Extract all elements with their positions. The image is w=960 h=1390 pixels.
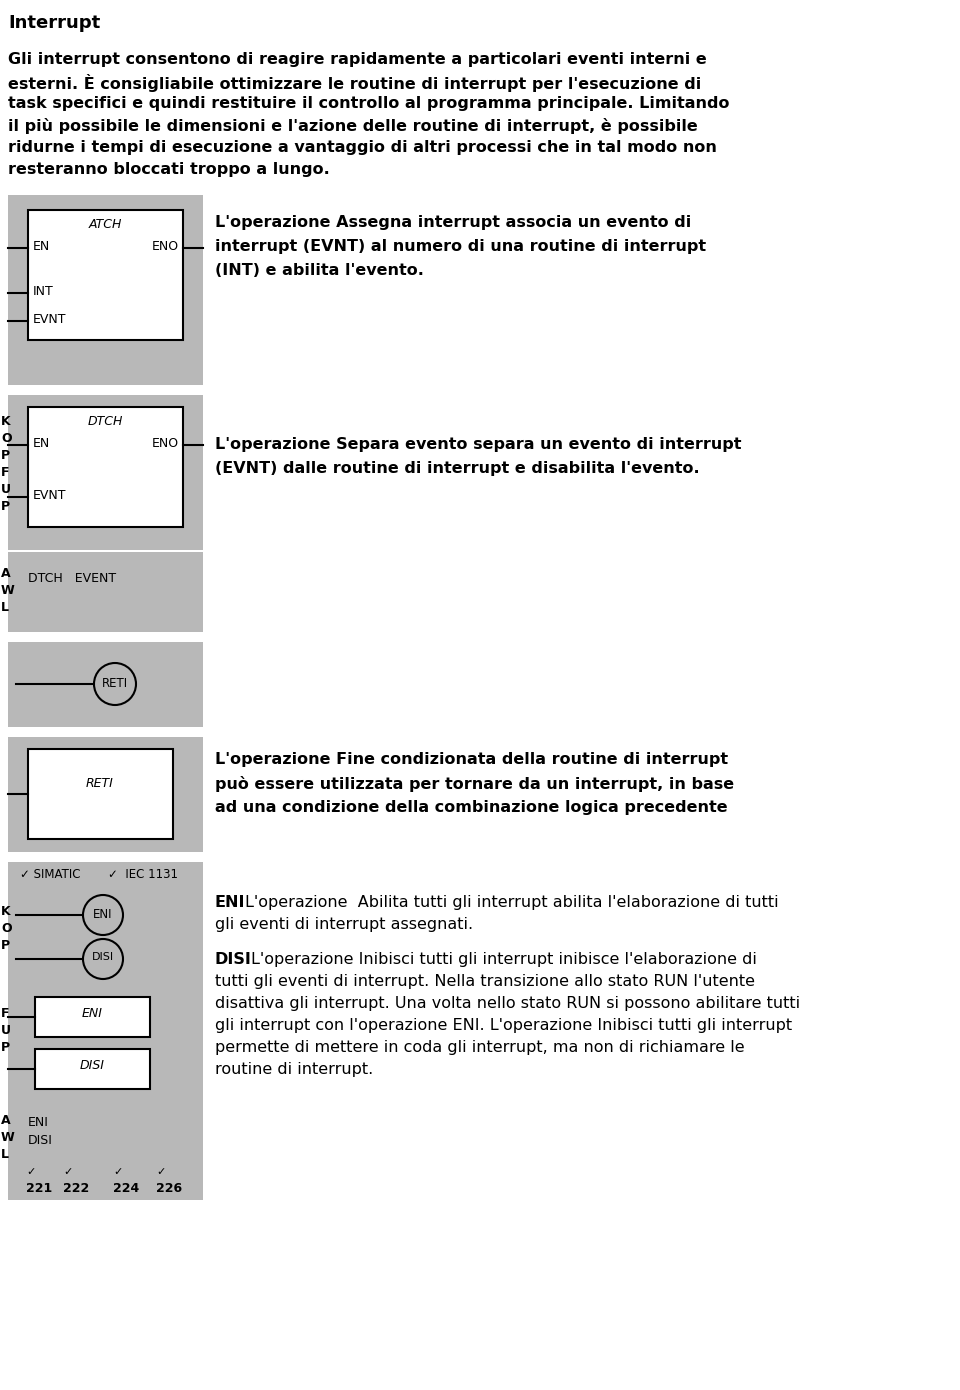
Text: gli interrupt con l'operazione ENI. L'operazione Inibisci tutti gli interrupt: gli interrupt con l'operazione ENI. L'op… [215, 1017, 792, 1033]
Bar [28, 210, 183, 341]
Bar [8, 1162, 203, 1200]
Text: routine di interrupt.: routine di interrupt. [215, 1062, 373, 1077]
Bar [8, 887, 203, 987]
Text: P: P [1, 1041, 11, 1054]
Text: resteranno bloccati troppo a lungo.: resteranno bloccati troppo a lungo. [8, 163, 329, 177]
Bar [8, 195, 203, 385]
Text: (EVNT) dalle routine di interrupt e disabilita l'evento.: (EVNT) dalle routine di interrupt e disa… [215, 461, 700, 475]
Text: ENI: ENI [93, 908, 112, 922]
Text: ✓: ✓ [26, 1168, 36, 1177]
Text: ENI: ENI [82, 1006, 103, 1020]
Text: esterni. È consigliabile ottimizzare le routine di interrupt per l'esecuzione di: esterni. È consigliabile ottimizzare le … [8, 74, 701, 92]
Bar [35, 1049, 150, 1088]
Text: F: F [1, 1006, 10, 1020]
Text: Interrupt: Interrupt [8, 14, 100, 32]
Text: W: W [1, 584, 14, 596]
Text: 224: 224 [113, 1182, 139, 1195]
Bar [28, 749, 173, 840]
Text: il più possibile le dimensioni e l'azione delle routine di interrupt, è possibil: il più possibile le dimensioni e l'azion… [8, 118, 698, 133]
Text: interrupt (EVNT) al numero di una routine di interrupt: interrupt (EVNT) al numero di una routin… [215, 239, 707, 254]
Text: ✓: ✓ [156, 1168, 165, 1177]
Text: ✓: ✓ [113, 1168, 122, 1177]
Text: DTCH: DTCH [87, 416, 123, 428]
Bar [8, 987, 203, 1102]
Text: K: K [1, 905, 11, 917]
Text: EN: EN [33, 436, 50, 450]
Text: L'operazione  Abilita tutti gli interrupt abilita l'elaborazione di tutti: L'operazione Abilita tutti gli interrupt… [245, 895, 779, 910]
Text: 221: 221 [26, 1182, 52, 1195]
Text: U: U [1, 1024, 11, 1037]
Text: ✓: ✓ [63, 1168, 72, 1177]
Text: P: P [1, 940, 11, 952]
Text: A: A [1, 567, 11, 580]
Text: L'operazione Inibisci tutti gli interrupt inibisce l'elaborazione di: L'operazione Inibisci tutti gli interrup… [251, 952, 756, 967]
Text: ENO: ENO [152, 436, 179, 450]
Bar [35, 997, 150, 1037]
Bar [8, 552, 203, 632]
Text: disattiva gli interrupt. Una volta nello stato RUN si possono abilitare tutti: disattiva gli interrupt. Una volta nello… [215, 997, 800, 1011]
Text: L'operazione Separa evento separa un evento di interrupt: L'operazione Separa evento separa un eve… [215, 436, 741, 452]
Text: L: L [1, 1148, 9, 1161]
Text: K: K [1, 416, 11, 428]
Text: ENI: ENI [215, 895, 246, 910]
Text: Gli interrupt consentono di reagire rapidamente a particolari eventi interni e: Gli interrupt consentono di reagire rapi… [8, 51, 707, 67]
Text: RETI: RETI [86, 777, 114, 790]
Text: DISI: DISI [28, 1134, 53, 1147]
Text: tutti gli eventi di interrupt. Nella transizione allo stato RUN l'utente: tutti gli eventi di interrupt. Nella tra… [215, 974, 755, 990]
Text: ad una condizione della combinazione logica precedente: ad una condizione della combinazione log… [215, 801, 728, 815]
Text: DTCH   EVENT: DTCH EVENT [28, 573, 116, 585]
Text: P: P [1, 500, 11, 513]
Bar [8, 395, 203, 550]
Text: può essere utilizzata per tornare da un interrupt, in base: può essere utilizzata per tornare da un … [215, 776, 734, 792]
Text: ✓  IEC 1131: ✓ IEC 1131 [108, 867, 178, 881]
Text: INT: INT [33, 285, 54, 297]
Text: A: A [1, 1113, 11, 1127]
Text: task specifici e quindi restituire il controllo al programma principale. Limitan: task specifici e quindi restituire il co… [8, 96, 730, 111]
Text: EN: EN [33, 240, 50, 253]
Bar [8, 862, 203, 887]
Text: DISI: DISI [92, 952, 114, 962]
Text: DISI: DISI [215, 952, 252, 967]
Text: EVNT: EVNT [33, 489, 66, 502]
Bar [8, 737, 203, 852]
Text: ridurne i tempi di esecuzione a vantaggio di altri processi che in tal modo non: ridurne i tempi di esecuzione a vantaggi… [8, 140, 717, 156]
Text: P: P [1, 449, 11, 461]
Text: W: W [1, 1131, 14, 1144]
Text: 226: 226 [156, 1182, 182, 1195]
Text: permette di mettere in coda gli interrupt, ma non di richiamare le: permette di mettere in coda gli interrup… [215, 1040, 745, 1055]
Text: (INT) e abilita l'evento.: (INT) e abilita l'evento. [215, 263, 424, 278]
Text: ENO: ENO [152, 240, 179, 253]
Text: O: O [1, 432, 12, 445]
Bar [28, 407, 183, 527]
Text: EVNT: EVNT [33, 313, 66, 327]
Text: O: O [1, 922, 12, 935]
Text: DISI: DISI [80, 1059, 105, 1072]
Bar [8, 642, 203, 727]
Bar [8, 1102, 203, 1162]
Text: gli eventi di interrupt assegnati.: gli eventi di interrupt assegnati. [215, 917, 473, 933]
Text: ENI: ENI [28, 1116, 49, 1129]
Text: RETI: RETI [102, 677, 128, 689]
Text: ✓ SIMATIC: ✓ SIMATIC [20, 867, 81, 881]
Text: 222: 222 [63, 1182, 89, 1195]
Text: ATCH: ATCH [88, 218, 122, 231]
Text: U: U [1, 482, 11, 496]
Text: L: L [1, 600, 9, 614]
Text: L'operazione Assegna interrupt associa un evento di: L'operazione Assegna interrupt associa u… [215, 215, 691, 229]
Text: L'operazione Fine condizionata della routine di interrupt: L'operazione Fine condizionata della rou… [215, 752, 728, 767]
Text: F: F [1, 466, 10, 480]
